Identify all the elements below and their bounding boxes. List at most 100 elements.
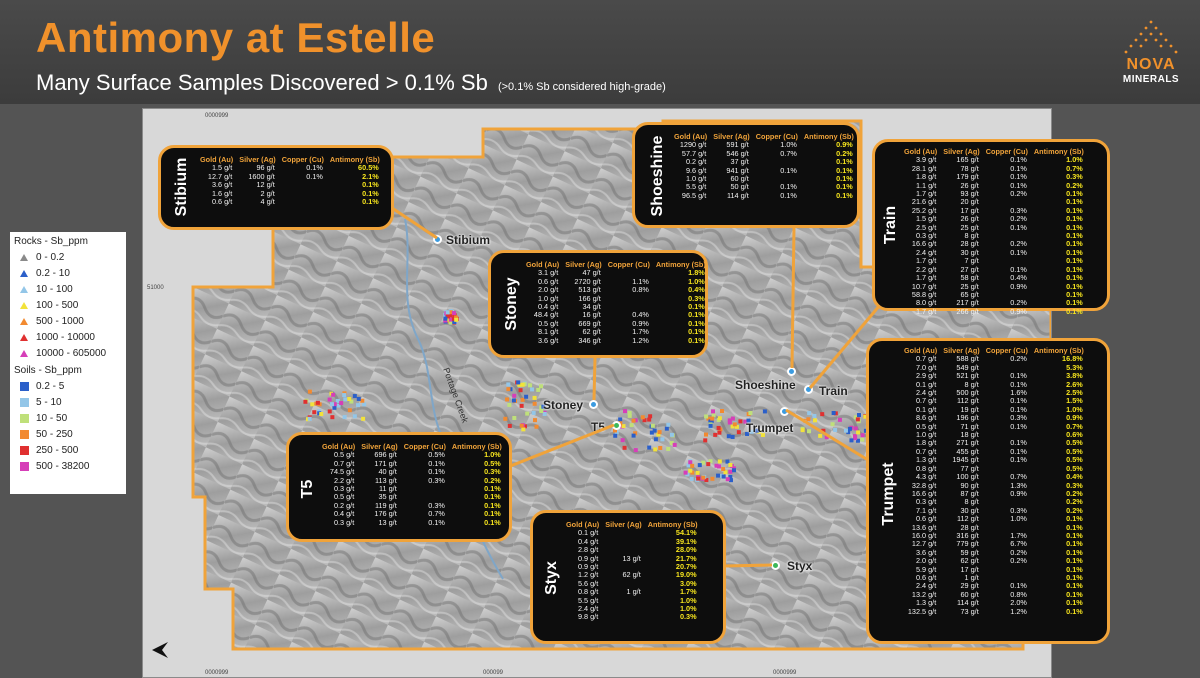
soil-sample-point <box>806 417 811 422</box>
nova-logo-icon <box>1124 20 1178 54</box>
assay-cell: 0.7% <box>1066 421 1083 431</box>
logo-subtext: MINERALS <box>1122 74 1180 85</box>
grid-label-bottom-2: 000099 <box>483 670 504 676</box>
soil-sample-point <box>669 441 674 446</box>
assay-cell: 0.2 g/t <box>685 157 707 167</box>
soil-sample-point <box>620 438 625 443</box>
assay-row: 2.4 g/t 500 g/t 1.6% 2.5% <box>901 388 1087 398</box>
callout-label-trumpet: Trumpet <box>880 462 897 526</box>
assay-row: 2.4 g/t 30 g/t 0.1% 0.1% <box>901 248 1087 257</box>
assay-row: 16.6 g/t 28 g/t 0.2% 0.1% <box>901 240 1087 249</box>
assay-cell: 73 g/t <box>960 606 979 616</box>
assay-cell: 1.7% <box>679 587 697 597</box>
assay-cell: 0.1% <box>1066 589 1083 599</box>
assay-cell: 20 g/t <box>960 197 979 207</box>
site-marker-train[interactable] <box>804 385 813 394</box>
assay-cell: 500 g/t <box>956 388 979 398</box>
assay-cell: 112 g/t <box>956 396 979 406</box>
assay-cell: 2.0% <box>1010 598 1027 608</box>
assay-cell: 0.8% <box>1010 589 1027 599</box>
assay-cell: 3.9 g/t <box>915 155 937 165</box>
assay-cell: 0.1% <box>428 467 445 477</box>
legend-item-label: 250 - 500 <box>36 444 79 456</box>
assay-column-header: Copper (Cu) <box>403 442 446 451</box>
assay-cell: 25 g/t <box>960 281 979 291</box>
square-icon <box>20 445 29 455</box>
soil-sample-point <box>541 404 546 409</box>
soil-sample-point <box>649 430 654 435</box>
assay-cell <box>602 605 645 613</box>
soil-sample-point <box>748 411 753 416</box>
assay-row: 0.7 g/t 588 g/t 0.2% 16.8% <box>901 354 1087 363</box>
assay-cell: 48.4 g/t <box>533 310 559 320</box>
soil-sample-point <box>347 408 352 413</box>
assay-cell: 0.1% <box>1066 273 1083 283</box>
north-arrow-icon <box>152 642 168 658</box>
assay-cell: 0.1% <box>1010 163 1027 173</box>
assay-cell: 0.1% <box>1066 598 1083 608</box>
assay-cell: 0.1% <box>362 197 379 207</box>
assay-cell: 0.3% <box>1066 480 1083 490</box>
callout-shoeshine: Shoeshine Gold (Au) Silver (Ag) Copper (Cu… <box>632 122 860 228</box>
assay-row: 3.1 g/t 47 g/t 1.8% <box>523 268 709 278</box>
assay-column-header: Antimony (Sb) <box>803 132 854 141</box>
soil-sample-point <box>701 475 706 480</box>
assay-cell: 4 g/t <box>260 197 275 207</box>
assay-cell: 0.1% <box>1010 438 1027 448</box>
assay-cell: 0.8% <box>632 285 649 295</box>
assay-cell: 0.1% <box>428 458 445 468</box>
assay-row: 0.7 g/t 455 g/t 0.1% 0.5% <box>901 447 1087 456</box>
assay-cell: 1.0% <box>1010 514 1027 524</box>
soil-sample-point <box>310 402 315 407</box>
soil-sample-point <box>623 409 628 414</box>
assay-cell: 0.6% <box>1066 430 1083 440</box>
soil-sample-point <box>755 428 760 433</box>
assay-cell: 2.5% <box>1066 388 1083 398</box>
assay-cell: 12.7 g/t <box>207 171 233 181</box>
site-marker-stibium[interactable] <box>433 235 442 244</box>
assay-cell: 0.3% <box>428 500 445 510</box>
soil-sample-point <box>454 315 459 320</box>
legend-rock-item: 0 - 0.2 <box>10 249 126 265</box>
assay-cell: 7.1 g/t <box>915 505 937 515</box>
soil-sample-point <box>327 397 332 402</box>
callout-trumpet: Trumpet Gold (Au) Silver (Ag) Copper (Cu) A… <box>866 338 1110 644</box>
soil-sample-point <box>336 403 341 408</box>
assay-cell: 8 g/t <box>964 231 979 241</box>
soil-sample-point <box>505 397 510 402</box>
assay-row: 2.0 g/t 62 g/t 0.2% 0.1% <box>901 556 1087 565</box>
assay-cell <box>602 613 645 621</box>
soil-sample-point <box>518 388 523 393</box>
assay-cell: 3.1 g/t <box>537 268 559 278</box>
soil-sample-point <box>653 447 658 452</box>
soil-sample-point <box>317 409 322 414</box>
assay-cell: 0.1% <box>688 327 705 337</box>
soil-sample-point <box>512 393 517 398</box>
legend-rock-item: 0.2 - 10 <box>10 265 126 281</box>
assay-row: 5.5 g/t 50 g/t 0.1% 0.1% <box>671 182 857 192</box>
callout-label-shoeshine: Shoeshine <box>649 135 666 217</box>
assay-cell: 2.4 g/t <box>915 581 937 591</box>
assay-row: 1.2 g/t 62 g/t 19.0% <box>563 571 701 580</box>
soil-sample-point <box>711 409 716 414</box>
assay-row: 1.0 g/t 18 g/t 0.6% <box>901 430 1087 440</box>
soil-sample-point <box>448 317 453 322</box>
assay-cell: 16 g/t <box>582 310 601 320</box>
assay-cell: 7.0 g/t <box>915 362 937 372</box>
callout-train: Train Gold (Au) Silver (Ag) Copper (Cu) Ant… <box>872 139 1110 316</box>
assay-cell: 0.5 g/t <box>915 421 937 431</box>
assay-cell: 58.8 g/t <box>911 289 937 299</box>
soil-sample-point <box>666 422 671 427</box>
subtitle-note: (>0.1% Sb considered high-grade) <box>497 81 666 93</box>
assay-cell: 0.1% <box>1066 298 1083 308</box>
soil-sample-point <box>445 314 450 319</box>
site-marker-stoney[interactable] <box>589 400 598 409</box>
assay-cell: 77 g/t <box>960 463 979 473</box>
slide-subtitle: Many Surface Samples Discovered > 0.1% S… <box>36 70 666 96</box>
assay-cell: 0.1% <box>306 163 323 173</box>
assay-cell: 113 g/t <box>374 475 397 485</box>
legend-item-label: 10000 - 605000 <box>36 347 107 359</box>
site-marker-shoeshine[interactable] <box>787 367 796 376</box>
assay-cell: 50 g/t <box>730 182 749 192</box>
assay-column-header: Gold (Au) <box>904 346 938 355</box>
